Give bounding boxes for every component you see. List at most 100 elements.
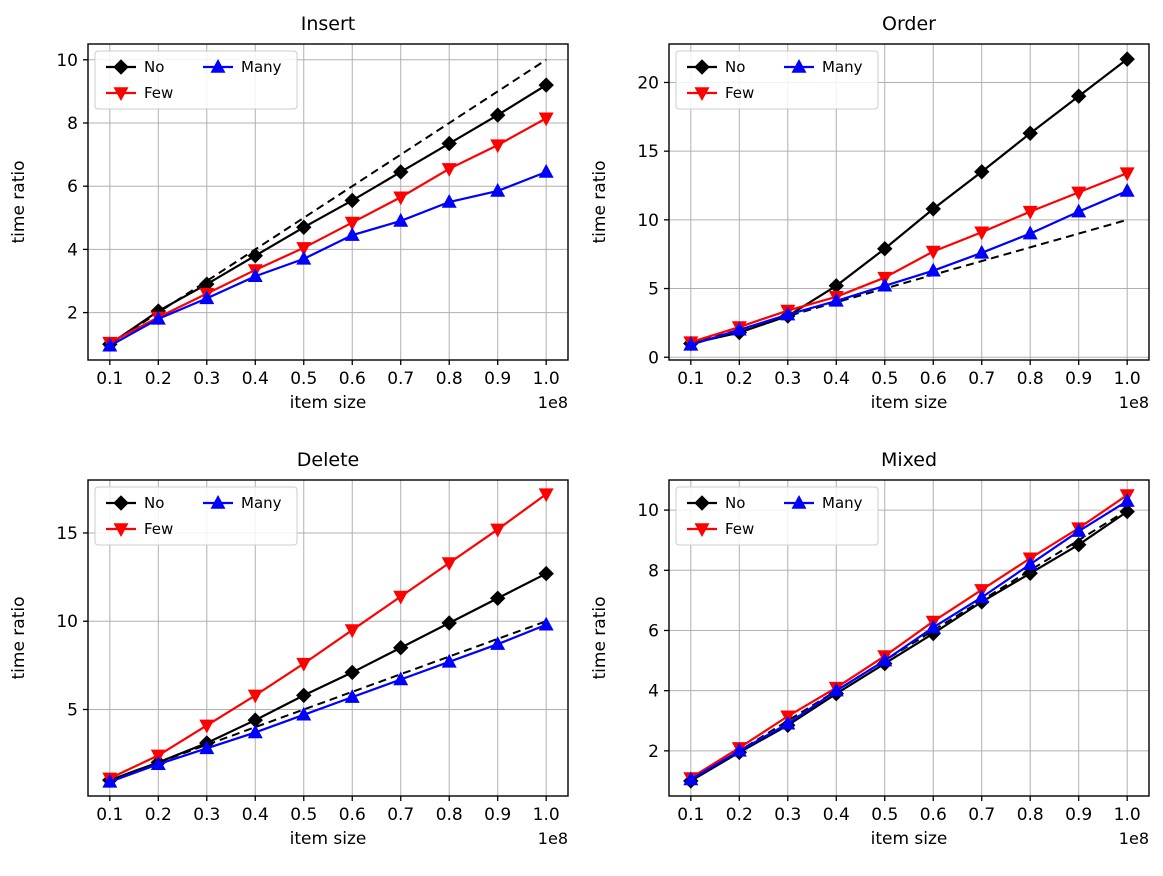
svg-text:10: 10 (637, 211, 659, 231)
axes-spines (668, 43, 1150, 361)
svg-text:10: 10 (637, 501, 659, 521)
axes-spines (87, 479, 569, 797)
svg-text:0.8: 0.8 (436, 369, 463, 389)
svg-text:2: 2 (67, 304, 78, 324)
svg-text:1.0: 1.0 (533, 805, 560, 825)
svg-text:1.0: 1.0 (533, 369, 560, 389)
y-axis-label: time ratio (590, 596, 610, 679)
svg-text:0.5: 0.5 (871, 805, 898, 825)
x-axis-offset-text: 1e8 (538, 829, 568, 848)
svg-text:15: 15 (56, 524, 78, 544)
svg-text:0.8: 0.8 (1017, 369, 1044, 389)
y-axis-label: time ratio (590, 160, 610, 243)
series-many (102, 616, 554, 788)
svg-text:0.3: 0.3 (193, 805, 220, 825)
svg-text:0.8: 0.8 (1017, 805, 1044, 825)
x-axis-label: item size (871, 393, 948, 413)
svg-text:0.3: 0.3 (774, 805, 801, 825)
chart-svg-insert: 0.1 0.2 0.3 0.4 0.5 0.6 0.7 0.8 0.9 1.0 2 4 6 8 10 Inse… (9, 13, 569, 413)
svg-text:0.4: 0.4 (242, 369, 269, 389)
svg-text:4: 4 (67, 240, 78, 260)
svg-text:8: 8 (648, 561, 659, 581)
legend-label-few: Few (144, 84, 173, 102)
chart-title: Mixed (881, 449, 937, 471)
legend-label-no: No (144, 494, 164, 512)
x-axis-offset-text: 1e8 (1119, 393, 1149, 412)
svg-text:10: 10 (56, 612, 78, 632)
svg-text:0.4: 0.4 (823, 805, 850, 825)
legend-label-many: Many (822, 58, 863, 76)
svg-text:8: 8 (67, 114, 78, 134)
chart-title: Delete (297, 449, 359, 471)
legend-label-few: Few (144, 520, 173, 538)
chart-title: Insert (301, 13, 356, 35)
legend: No Few Many (94, 486, 298, 546)
svg-text:0.2: 0.2 (726, 369, 753, 389)
svg-text:0.7: 0.7 (968, 805, 995, 825)
svg-text:0.2: 0.2 (145, 369, 172, 389)
tick-labels: 0.1 0.2 0.3 0.4 0.5 0.6 0.7 0.8 0.9 1.0 2 4 6 8 10 (56, 51, 559, 389)
chart-delete: 0.1 0.2 0.3 0.4 0.5 0.6 0.7 0.8 0.9 1.0 5 10 15 Delet… (0, 436, 581, 872)
legend-label-many: Many (822, 494, 863, 512)
reference-dashed-line (690, 509, 1128, 782)
svg-text:2: 2 (648, 742, 659, 762)
legend-label-few: Few (725, 84, 754, 102)
legend: No Few Many (94, 50, 298, 110)
svg-text:20: 20 (637, 73, 659, 93)
svg-text:5: 5 (67, 700, 78, 720)
legend-label-no: No (144, 58, 164, 76)
svg-text:1.0: 1.0 (1114, 369, 1141, 389)
svg-text:0.9: 0.9 (1065, 805, 1092, 825)
series-few (683, 167, 1135, 351)
svg-text:0.1: 0.1 (96, 369, 123, 389)
svg-text:10: 10 (56, 51, 78, 71)
svg-text:0.6: 0.6 (339, 369, 366, 389)
chart-svg-delete: 0.1 0.2 0.3 0.4 0.5 0.6 0.7 0.8 0.9 1.0 5 10 15 Delet… (9, 449, 569, 849)
svg-text:0.4: 0.4 (242, 805, 269, 825)
x-axis-label: item size (871, 829, 948, 849)
svg-text:0.5: 0.5 (290, 805, 317, 825)
svg-text:0.5: 0.5 (290, 369, 317, 389)
svg-text:0.4: 0.4 (823, 369, 850, 389)
svg-text:0.8: 0.8 (436, 805, 463, 825)
tick-labels: 0.1 0.2 0.3 0.4 0.5 0.6 0.7 0.8 0.9 1.0 2 4 6 8 10 (637, 501, 1140, 825)
legend: No Few Many (675, 486, 879, 546)
x-axis-offset-text: 1e8 (538, 393, 568, 412)
svg-text:0.6: 0.6 (339, 805, 366, 825)
svg-text:0.9: 0.9 (484, 805, 511, 825)
y-axis-label: time ratio (9, 160, 29, 243)
svg-text:0.1: 0.1 (677, 369, 704, 389)
x-axis-label: item size (290, 393, 367, 413)
legend-label-many: Many (241, 58, 282, 76)
svg-text:1.0: 1.0 (1114, 805, 1141, 825)
svg-text:0.6: 0.6 (920, 369, 947, 389)
tick-labels: 0.1 0.2 0.3 0.4 0.5 0.6 0.7 0.8 0.9 1.0 5 10 15 (56, 524, 559, 825)
legend-label-many: Many (241, 494, 282, 512)
chart-svg-order: 0.1 0.2 0.3 0.4 0.5 0.6 0.7 0.8 0.9 1.0 0 5 10 15 20 Or… (590, 13, 1150, 413)
svg-text:0.2: 0.2 (145, 805, 172, 825)
x-axis-label: item size (290, 829, 367, 849)
svg-text:0.1: 0.1 (96, 805, 123, 825)
svg-text:0.7: 0.7 (387, 805, 414, 825)
series-many (683, 182, 1135, 351)
svg-text:15: 15 (637, 142, 659, 162)
svg-text:0.7: 0.7 (968, 369, 995, 389)
legend: No Few Many (675, 50, 879, 110)
svg-text:0.9: 0.9 (484, 369, 511, 389)
tick-labels: 0.1 0.2 0.3 0.4 0.5 0.6 0.7 0.8 0.9 1.0 0 5 10 15 20 (637, 73, 1140, 389)
axes-spines (87, 43, 569, 361)
svg-text:4: 4 (648, 682, 659, 702)
svg-text:0.2: 0.2 (726, 805, 753, 825)
chart-insert: 0.1 0.2 0.3 0.4 0.5 0.6 0.7 0.8 0.9 1.0 2 4 6 8 10 Inse… (0, 0, 581, 436)
reference-dashed-line (109, 58, 547, 346)
svg-text:0.3: 0.3 (193, 369, 220, 389)
svg-text:0.5: 0.5 (871, 369, 898, 389)
svg-text:6: 6 (648, 621, 659, 641)
reference-dashed-line (690, 218, 1128, 345)
legend-label-no: No (725, 58, 745, 76)
series-many (102, 163, 554, 352)
axes-spines (668, 479, 1150, 797)
series-few (102, 488, 554, 787)
svg-text:0.6: 0.6 (920, 805, 947, 825)
